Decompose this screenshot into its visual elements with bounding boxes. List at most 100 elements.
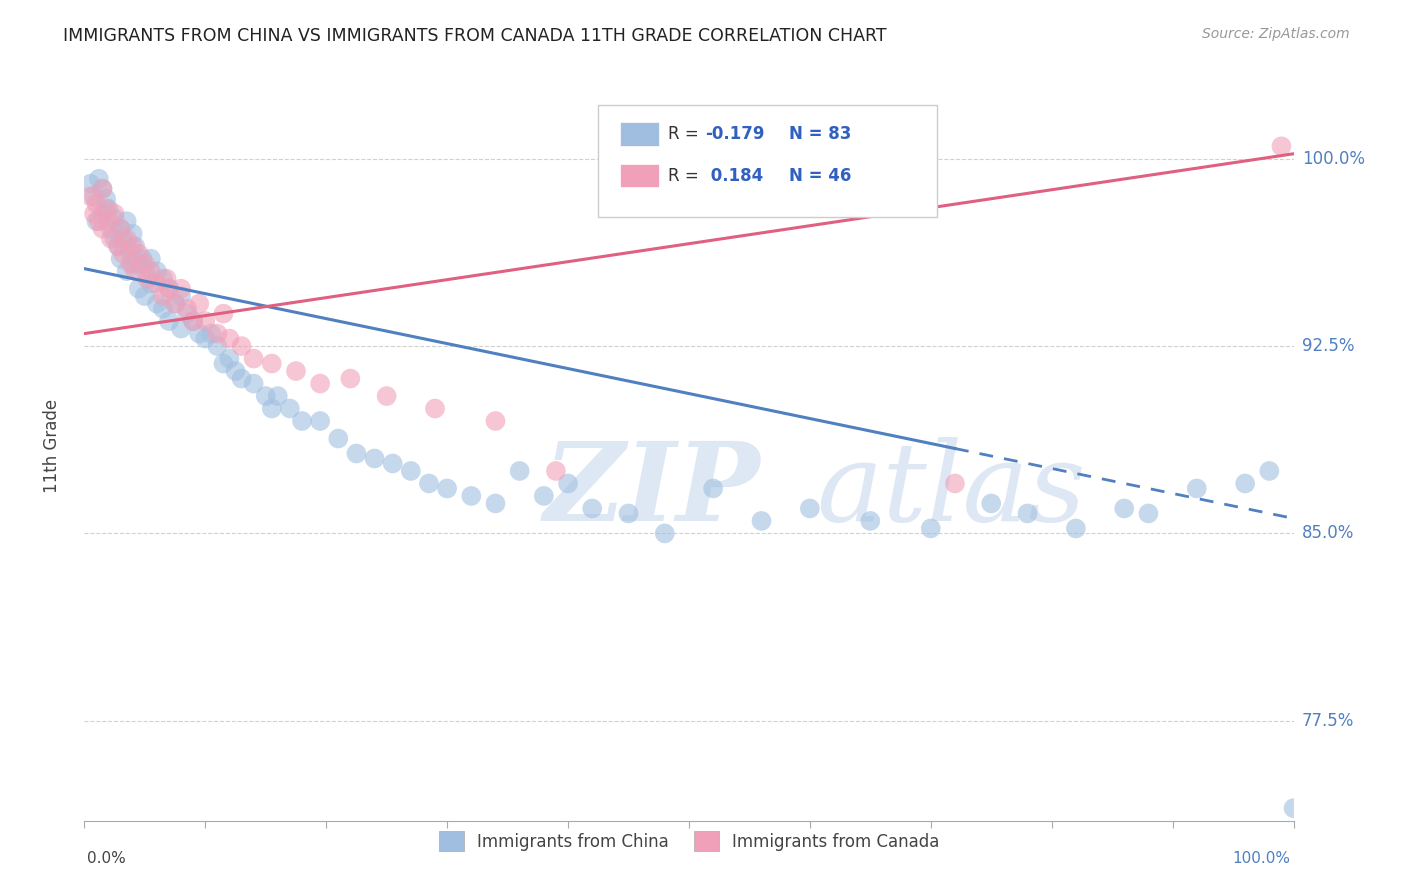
Point xyxy=(120,257,142,271)
Text: 0.0%: 0.0% xyxy=(87,851,127,866)
Point xyxy=(79,177,101,191)
Text: R =: R = xyxy=(668,168,704,186)
Point xyxy=(110,221,132,235)
Point xyxy=(381,457,404,471)
Text: atlas: atlas xyxy=(815,437,1085,545)
Text: N = 83: N = 83 xyxy=(789,125,852,144)
Point xyxy=(134,257,156,271)
Point xyxy=(339,371,361,385)
Point xyxy=(460,489,482,503)
Text: 85.0%: 85.0% xyxy=(1302,524,1354,542)
Text: IMMIGRANTS FROM CHINA VS IMMIGRANTS FROM CANADA 11TH GRADE CORRELATION CHART: IMMIGRANTS FROM CHINA VS IMMIGRANTS FROM… xyxy=(63,27,887,45)
Point xyxy=(181,314,204,328)
Point xyxy=(194,314,217,328)
Point xyxy=(399,464,422,478)
Point xyxy=(1114,501,1136,516)
Point xyxy=(1064,521,1087,535)
Text: 0.184: 0.184 xyxy=(704,168,763,186)
Point xyxy=(544,464,567,478)
Point xyxy=(152,289,174,303)
Point xyxy=(375,389,398,403)
Point xyxy=(165,296,187,310)
Point xyxy=(212,357,235,371)
Point xyxy=(112,246,135,260)
Point xyxy=(260,401,283,416)
Point xyxy=(97,214,120,228)
Point xyxy=(91,207,114,221)
Point xyxy=(920,521,942,535)
Text: 77.5%: 77.5% xyxy=(1302,712,1354,730)
Point xyxy=(139,277,162,291)
Point xyxy=(654,526,676,541)
Point xyxy=(533,489,555,503)
Point xyxy=(181,314,204,328)
Point xyxy=(128,282,150,296)
Point xyxy=(146,277,169,291)
Point xyxy=(1017,507,1039,521)
Point xyxy=(363,451,385,466)
Point xyxy=(799,501,821,516)
Point xyxy=(104,232,127,246)
Point xyxy=(134,264,156,278)
Point xyxy=(328,432,350,446)
Point xyxy=(309,376,332,391)
Point xyxy=(284,364,308,378)
Point xyxy=(200,326,222,341)
Legend: Immigrants from China, Immigrants from Canada: Immigrants from China, Immigrants from C… xyxy=(432,825,946,857)
Point xyxy=(94,202,117,216)
Text: N = 46: N = 46 xyxy=(789,168,852,186)
Point xyxy=(107,239,129,253)
Point xyxy=(1258,464,1281,478)
Point xyxy=(194,332,217,346)
Point xyxy=(121,257,143,271)
Point xyxy=(97,202,120,216)
Point xyxy=(100,232,122,246)
Point xyxy=(225,364,247,378)
Text: -0.179: -0.179 xyxy=(704,125,763,144)
Point xyxy=(115,264,138,278)
Point xyxy=(83,207,105,221)
Point xyxy=(170,289,193,303)
Point xyxy=(423,401,446,416)
Point xyxy=(120,244,142,259)
Y-axis label: 11th Grade: 11th Grade xyxy=(42,399,60,493)
Point xyxy=(267,389,290,403)
Point xyxy=(231,371,253,385)
Point xyxy=(91,221,114,235)
Point xyxy=(87,171,110,186)
Point xyxy=(170,321,193,335)
Point xyxy=(702,482,724,496)
Text: ZIP: ZIP xyxy=(544,437,761,545)
Point xyxy=(104,207,127,221)
Text: 92.5%: 92.5% xyxy=(1302,337,1354,355)
Point xyxy=(751,514,773,528)
Point xyxy=(128,246,150,260)
Point xyxy=(91,182,114,196)
Point xyxy=(1234,476,1257,491)
Point xyxy=(188,296,211,310)
Point xyxy=(1282,801,1305,815)
Point xyxy=(112,232,135,246)
Point xyxy=(188,326,211,341)
Point xyxy=(136,271,159,285)
Point xyxy=(110,252,132,266)
Point xyxy=(124,264,146,278)
Point xyxy=(207,339,229,353)
Point xyxy=(128,257,150,271)
Point xyxy=(1137,507,1160,521)
Point xyxy=(176,301,198,316)
Point xyxy=(134,289,156,303)
Point xyxy=(242,376,264,391)
Point xyxy=(254,389,277,403)
Point xyxy=(115,232,138,246)
Point xyxy=(436,482,458,496)
Point xyxy=(157,282,180,296)
Point xyxy=(157,282,180,296)
Point xyxy=(94,192,117,206)
Bar xyxy=(620,122,659,146)
Point xyxy=(86,196,108,211)
Point xyxy=(260,357,283,371)
Point xyxy=(170,282,193,296)
Point xyxy=(509,464,531,478)
Point xyxy=(124,239,146,253)
